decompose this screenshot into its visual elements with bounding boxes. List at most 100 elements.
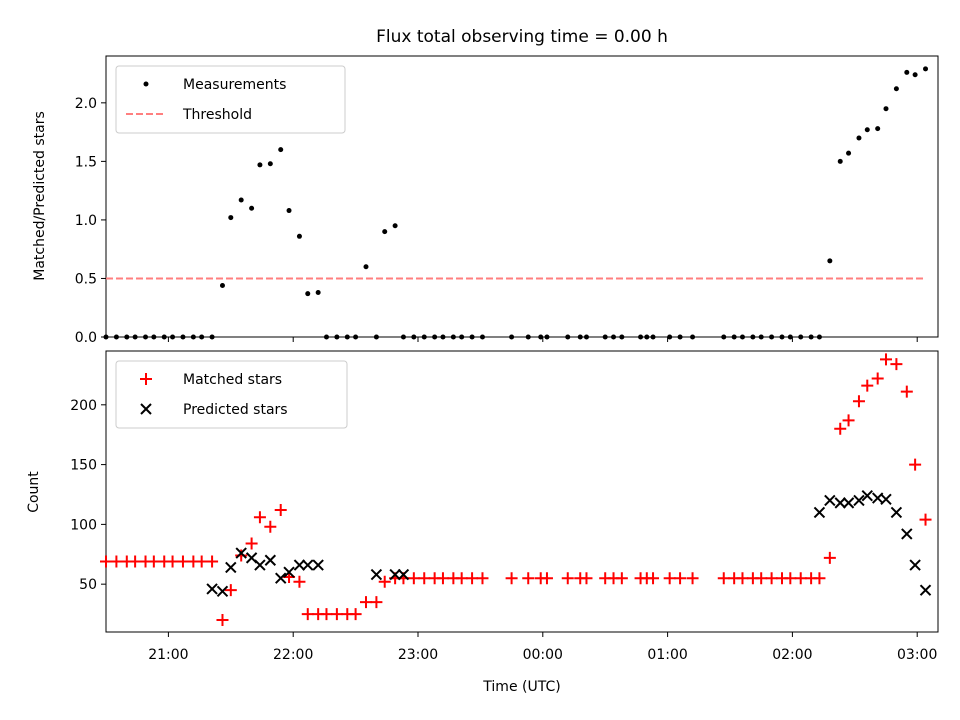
measurement-point <box>170 334 176 340</box>
matched-star-point <box>686 572 699 585</box>
matched-star-point <box>580 572 593 585</box>
bottom-y-axis-label: Count <box>26 471 42 513</box>
measurement-point <box>667 334 673 340</box>
matched-star-point <box>370 596 383 609</box>
measurement-point <box>690 334 696 340</box>
matched-star-point <box>522 572 535 585</box>
measurement-point <box>286 208 292 214</box>
y-tick-label: 150 <box>70 458 97 474</box>
measurement-point <box>353 334 359 340</box>
matched-star-point <box>476 572 489 585</box>
predicted-star-point <box>397 568 410 581</box>
y-tick-label: 50 <box>79 577 97 593</box>
measurement-point <box>779 334 785 340</box>
predicted-star-point <box>235 547 247 559</box>
measurement-point <box>611 334 617 340</box>
measurement-point <box>864 127 870 133</box>
matched-star-point <box>100 555 112 568</box>
measurement-point <box>143 334 149 340</box>
measurement-point <box>296 233 302 239</box>
measurement-point <box>132 334 138 340</box>
matched-star-point <box>360 596 372 609</box>
measurement-point <box>469 334 475 340</box>
predicted-star-point <box>890 506 903 519</box>
measurement-point <box>677 334 683 340</box>
matched-star-point <box>274 504 287 517</box>
x-axis-label: Time (UTC) <box>482 679 560 695</box>
measurement-point <box>837 158 843 164</box>
measurement-point <box>209 334 215 340</box>
chart-title: Flux total observing time = 0.00 h <box>376 27 668 47</box>
x-tick-label: 23:00 <box>398 647 438 663</box>
measurement-point <box>787 334 793 340</box>
measurement-point <box>180 334 186 340</box>
matched-star-point <box>900 385 913 398</box>
matched-star-point <box>147 555 160 568</box>
matched-star-point <box>129 555 142 568</box>
measurement-point <box>219 282 225 288</box>
matched-star-point <box>861 379 874 392</box>
measurement-point <box>305 291 311 297</box>
matched-star-point <box>755 572 768 585</box>
legend-threshold-label: Threshold <box>182 107 252 123</box>
matched-star-point <box>890 358 903 371</box>
y-tick-label: 0.5 <box>75 271 97 287</box>
measurement-point <box>228 215 234 221</box>
matched-star-point <box>647 572 660 585</box>
measurement-point <box>798 334 804 340</box>
matched-star-point <box>842 414 855 427</box>
measurement-point <box>758 334 764 340</box>
matched-star-point <box>436 572 449 585</box>
x-tick-label: 21:00 <box>148 647 188 663</box>
legend-predicted-label: Predicted stars <box>183 402 288 418</box>
predicted-star-point <box>370 568 383 581</box>
matched-star-point <box>407 572 420 585</box>
predicted-star-point <box>834 497 846 509</box>
predicted-star-point <box>824 494 836 507</box>
measurement-point <box>257 162 263 168</box>
matched-star-point <box>235 549 248 562</box>
top-marks <box>103 66 929 340</box>
measurement-point <box>827 258 833 264</box>
matched-star-point <box>736 572 749 585</box>
measurement-point <box>544 334 550 340</box>
measurement-point <box>124 334 130 340</box>
measurement-point <box>190 334 196 340</box>
matched-star-point <box>320 608 333 621</box>
measurement-point <box>479 334 485 340</box>
measurement-point <box>392 223 398 229</box>
y-tick-label: 200 <box>70 398 97 414</box>
predicted-star-point <box>275 572 287 584</box>
legend-measurements-label: Measurements <box>183 77 286 93</box>
legend-matched-label: Matched stars <box>183 372 282 388</box>
measurement-point <box>103 334 109 340</box>
measurement-point <box>769 334 775 340</box>
matched-star-point <box>909 458 922 471</box>
measurement-point <box>846 150 852 156</box>
bottom-marks <box>100 353 932 627</box>
measurement-point <box>644 334 650 340</box>
legend-matched-marker <box>140 373 152 385</box>
predicted-star-point <box>293 559 306 571</box>
measurement-point <box>440 334 446 340</box>
measurement-point <box>602 334 608 340</box>
matched-star-point <box>765 572 778 585</box>
matched-star-point <box>823 551 836 564</box>
matched-star-point <box>813 572 826 585</box>
top-y-axis-label: Matched/Predicted stars <box>32 111 48 281</box>
predicted-star-point <box>901 528 913 540</box>
y-tick-label: 100 <box>70 517 97 533</box>
bottom-legend: Matched stars Predicted stars <box>115 360 348 429</box>
measurement-point <box>334 334 340 340</box>
measurement-point <box>893 86 899 92</box>
matched-star-point <box>919 513 932 526</box>
matched-star-point <box>455 572 468 585</box>
measurement-point <box>565 334 571 340</box>
matched-star-point <box>349 608 362 621</box>
bottom-x-ticks: 21:00 22:00 23:00 00:00 01:00 02:00 03:00 <box>148 632 937 663</box>
matched-star-point <box>224 584 237 597</box>
measurement-point <box>278 147 284 153</box>
matched-star-point <box>871 372 884 385</box>
measurement-point <box>583 334 589 340</box>
measurement-point <box>731 334 737 340</box>
